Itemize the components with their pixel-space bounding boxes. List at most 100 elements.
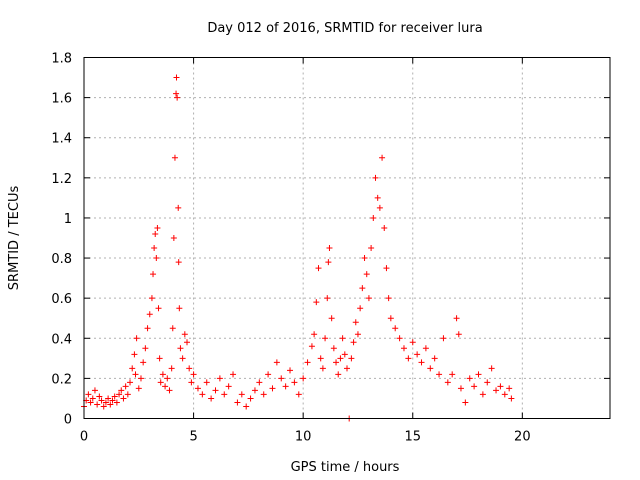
data-point — [256, 379, 263, 386]
data-point — [247, 395, 254, 402]
data-point — [506, 385, 513, 392]
data-point — [109, 397, 116, 404]
data-point — [199, 391, 206, 398]
data-point — [133, 335, 140, 342]
data-point — [156, 355, 163, 362]
data-point — [339, 335, 346, 342]
data-point — [173, 90, 180, 97]
y-axis-label: SRMTID / TECUs — [7, 186, 22, 291]
data-point — [162, 383, 169, 390]
data-point — [140, 359, 147, 366]
y-tick-label: 0.8 — [51, 252, 72, 267]
data-point — [105, 395, 112, 402]
data-point — [127, 379, 134, 386]
y-tick-label: 1.4 — [51, 132, 72, 147]
data-point — [493, 387, 500, 394]
y-tick-label: 1.8 — [51, 52, 72, 67]
data-point — [124, 391, 131, 398]
ticks-layer — [83, 57, 610, 419]
data-point — [418, 359, 425, 366]
points-layer — [81, 74, 515, 422]
data-point — [157, 379, 164, 386]
data-point — [166, 387, 173, 394]
data-point — [376, 204, 383, 211]
data-point — [135, 385, 142, 392]
data-point — [176, 305, 183, 312]
x-tick-label: 10 — [295, 430, 312, 445]
data-point — [344, 365, 350, 372]
data-point — [497, 383, 504, 390]
data-point — [359, 285, 366, 292]
data-point — [154, 224, 161, 231]
data-point — [363, 271, 370, 278]
data-point — [164, 375, 171, 382]
data-point — [427, 365, 434, 372]
data-point — [208, 395, 215, 402]
data-point — [116, 391, 123, 398]
data-point — [400, 345, 407, 352]
data-point — [188, 379, 195, 386]
data-point — [372, 174, 379, 181]
data-point — [462, 399, 469, 406]
data-point — [396, 335, 403, 342]
data-point — [169, 325, 176, 332]
x-tick-label: 20 — [514, 430, 531, 445]
data-point — [194, 385, 201, 392]
data-point — [341, 351, 348, 358]
data-point — [89, 395, 96, 402]
data-point — [100, 403, 107, 410]
data-point — [190, 371, 197, 378]
y-tick-label: 1.6 — [51, 92, 72, 107]
data-point — [113, 399, 120, 406]
y-tick-label: 0.2 — [51, 372, 72, 387]
data-point — [111, 393, 118, 400]
data-point — [368, 245, 375, 252]
data-point — [311, 331, 318, 338]
data-point — [179, 355, 186, 362]
data-point — [361, 255, 368, 262]
data-point — [484, 379, 491, 386]
data-point — [337, 355, 344, 362]
data-point — [186, 365, 193, 372]
data-point — [304, 359, 311, 366]
data-point — [387, 315, 394, 322]
y-tick-label: 0.6 — [51, 292, 72, 307]
data-point — [326, 245, 333, 252]
data-point — [243, 403, 250, 410]
data-point — [444, 379, 451, 386]
data-point — [238, 391, 245, 398]
data-point — [122, 383, 129, 390]
data-point — [317, 355, 324, 362]
data-point — [453, 315, 460, 322]
data-point — [153, 255, 160, 262]
data-point — [501, 391, 508, 398]
data-point — [175, 259, 182, 266]
data-point — [414, 351, 421, 358]
data-point — [370, 214, 377, 221]
data-point — [315, 265, 322, 272]
data-point — [333, 359, 340, 366]
data-point — [203, 379, 210, 386]
data-point — [508, 395, 515, 402]
data-point — [471, 383, 478, 390]
data-point — [282, 383, 289, 390]
data-point — [91, 387, 98, 394]
data-point — [455, 331, 462, 338]
data-point — [354, 331, 361, 338]
data-point — [325, 259, 332, 266]
data-point — [107, 401, 114, 408]
data-point — [466, 375, 473, 382]
data-point — [431, 355, 438, 362]
data-point — [155, 305, 162, 312]
data-point — [150, 271, 157, 278]
data-point — [118, 387, 125, 394]
data-point — [221, 391, 228, 398]
data-point — [173, 74, 180, 81]
data-point — [144, 325, 151, 332]
data-point — [177, 345, 184, 352]
data-point — [330, 345, 337, 352]
data-point — [287, 367, 294, 374]
data-point — [131, 351, 138, 358]
data-point — [348, 355, 355, 362]
x-tick-label: 15 — [404, 430, 421, 445]
